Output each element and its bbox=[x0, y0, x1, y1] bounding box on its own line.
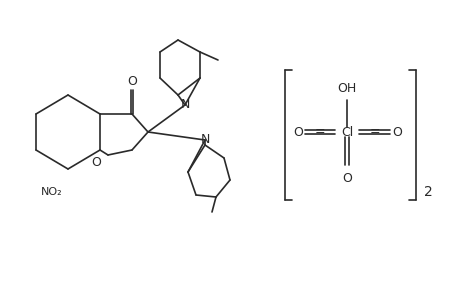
Text: N: N bbox=[180, 98, 189, 110]
Text: Cl: Cl bbox=[340, 125, 353, 139]
Text: O: O bbox=[391, 125, 401, 139]
Text: O: O bbox=[127, 74, 137, 88]
Text: O: O bbox=[91, 155, 101, 169]
Text: =: = bbox=[369, 125, 379, 139]
Text: 2: 2 bbox=[423, 185, 431, 199]
Text: O: O bbox=[341, 172, 351, 184]
Text: OH: OH bbox=[336, 82, 356, 94]
Text: N: N bbox=[200, 133, 209, 146]
Text: NO₂: NO₂ bbox=[41, 187, 63, 197]
Text: =: = bbox=[314, 125, 325, 139]
Text: O: O bbox=[292, 125, 302, 139]
